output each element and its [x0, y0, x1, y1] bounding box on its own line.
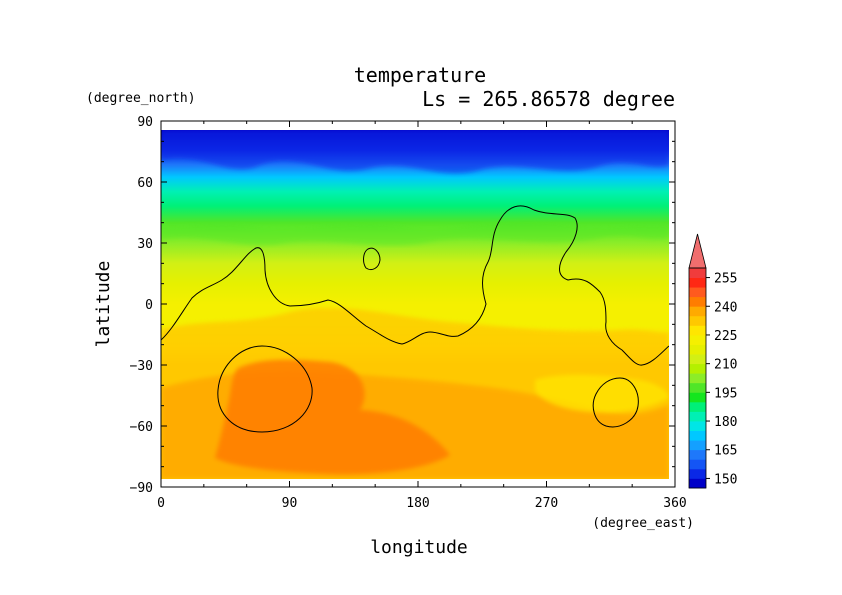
x-units-label: (degree_east) [592, 516, 694, 531]
colorbar-segment [689, 334, 706, 345]
y-tick-label: −30 [130, 359, 153, 374]
colorbar-segment [689, 468, 706, 479]
colorbar-label: 150 [714, 472, 737, 487]
colorbar-segment [689, 277, 706, 288]
y-units-label: (degree_north) [86, 91, 196, 106]
colorbar-segment [689, 315, 706, 326]
colorbar-segment [689, 268, 706, 278]
x-tick-label: 360 [663, 496, 686, 511]
x-tick-label: 270 [535, 496, 558, 511]
colorbar-label: 240 [714, 300, 737, 315]
chart-title: temperature [354, 63, 486, 87]
polar-band-wave [161, 130, 669, 174]
colorbar-label: 195 [714, 386, 737, 401]
x-tick-label: 180 [406, 496, 429, 511]
contour-line-main [161, 205, 669, 366]
contour-loop-southwest [217, 345, 313, 433]
axis-tick-labels: 0 90 180 270 360 −90 −60 −30 0 30 60 90 [130, 115, 687, 511]
y-tick-label: 0 [145, 298, 153, 313]
colorbar-segment [689, 382, 706, 393]
colorbar-segment [689, 325, 706, 336]
colorbar [688, 233, 707, 489]
colorbar-segment [689, 440, 706, 451]
colorbar-label: 225 [714, 329, 737, 344]
colorbar-label: 255 [714, 272, 737, 287]
colorbar-segment [689, 421, 706, 432]
colorbar-segment [689, 411, 706, 422]
colorbar-overflow-arrow [688, 233, 707, 269]
colorbar-segment [689, 354, 706, 365]
colorbar-segment [689, 363, 706, 374]
colorbar-segment [689, 287, 706, 298]
plot-area [161, 130, 669, 479]
colorbar-segment [689, 401, 706, 412]
y-tick-label: 90 [137, 115, 153, 130]
colorbar-segment [689, 296, 706, 307]
colorbar-segment [689, 344, 706, 355]
contour-loop-southeast [592, 377, 639, 428]
colorbar-segment [689, 392, 706, 403]
colorbar-label: 210 [714, 358, 737, 373]
colorbar-segment [689, 430, 706, 441]
y-tick-label: 30 [137, 237, 153, 252]
cool-island-south [535, 374, 669, 413]
colorbar-segment [689, 373, 706, 384]
green-band-wave [161, 221, 669, 246]
colorbar-labels: 150 165 180 195 210 225 240 255 [706, 272, 737, 487]
contour-loop-small [363, 247, 381, 271]
colorbar-segment [689, 478, 706, 489]
colorbar-segment [689, 306, 706, 317]
colorbar-frame [688, 267, 707, 489]
x-axis-label: longitude [370, 537, 468, 558]
chart-subtitle: Ls = 265.86578 degree [422, 87, 675, 111]
x-tick-label: 90 [282, 496, 298, 511]
colorbar-label: 165 [714, 444, 737, 459]
y-axis-label: latitude [93, 261, 114, 348]
colorbar-segment [689, 449, 706, 460]
warm-region-shape [215, 359, 450, 475]
y-tick-label: 60 [137, 176, 153, 191]
y-tick-label: −60 [130, 420, 153, 435]
colorbar-label: 180 [714, 415, 737, 430]
axis-ticks [160, 120, 676, 488]
y-tick-label: −90 [130, 481, 153, 496]
x-tick-label: 0 [157, 496, 165, 511]
colorbar-segment [689, 459, 706, 470]
